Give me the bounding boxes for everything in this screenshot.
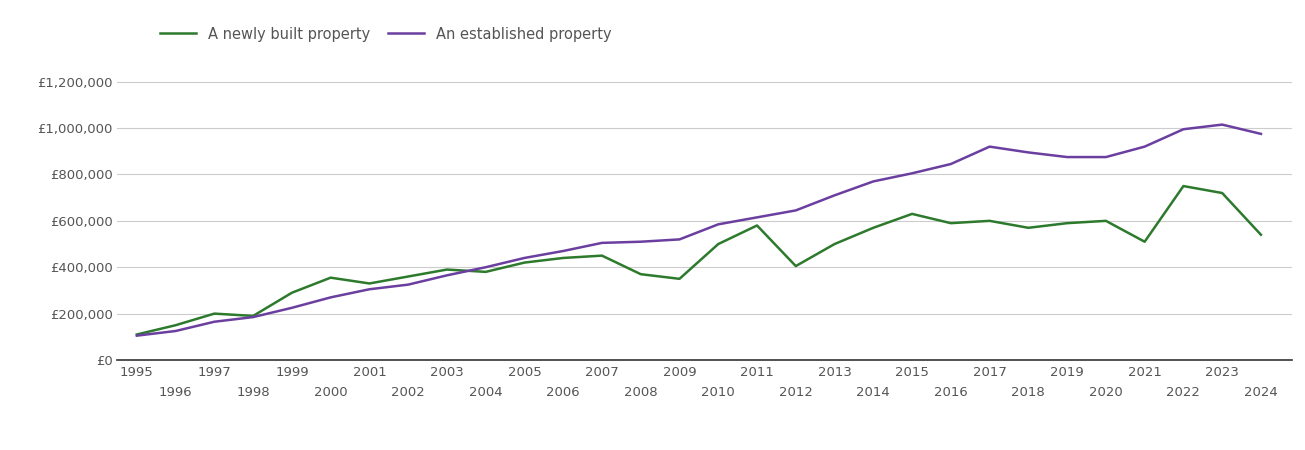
An established property: [788, 208, 804, 213]
Text: 2018: 2018: [1011, 386, 1045, 399]
An established property: [710, 221, 726, 227]
An established property: [129, 333, 145, 338]
An established property: [633, 239, 649, 244]
An established property: [556, 248, 572, 254]
A newly built property: [788, 263, 804, 269]
A newly built property: [284, 290, 300, 296]
A newly built property: [594, 253, 609, 258]
A newly built property: [749, 223, 765, 228]
A newly built property: [478, 269, 493, 274]
A newly built property: [517, 260, 532, 265]
An established property: [478, 265, 493, 270]
An established property: [1253, 131, 1268, 136]
Line: An established property: An established property: [137, 125, 1261, 336]
Text: 2008: 2008: [624, 386, 658, 399]
A newly built property: [322, 275, 338, 280]
An established property: [749, 215, 765, 220]
An established property: [1021, 150, 1036, 155]
Text: 2020: 2020: [1088, 386, 1122, 399]
Text: 1998: 1998: [236, 386, 270, 399]
An established property: [827, 193, 843, 198]
A newly built property: [904, 211, 920, 216]
An established property: [865, 179, 881, 184]
Text: 2016: 2016: [934, 386, 968, 399]
A newly built property: [1176, 183, 1191, 189]
Text: 2000: 2000: [313, 386, 347, 399]
Text: 2014: 2014: [856, 386, 890, 399]
Text: 2022: 2022: [1167, 386, 1201, 399]
A newly built property: [1253, 232, 1268, 238]
A newly built property: [168, 323, 184, 328]
A newly built property: [556, 255, 572, 261]
An established property: [904, 171, 920, 176]
A newly built property: [672, 276, 688, 282]
Text: 2006: 2006: [547, 386, 579, 399]
Text: 2012: 2012: [779, 386, 813, 399]
An established property: [245, 315, 261, 320]
Line: A newly built property: A newly built property: [137, 186, 1261, 334]
An established property: [438, 273, 454, 278]
An established property: [944, 161, 959, 166]
Text: 2024: 2024: [1244, 386, 1278, 399]
Text: 2004: 2004: [468, 386, 502, 399]
Text: 2010: 2010: [701, 386, 735, 399]
An established property: [1098, 154, 1113, 160]
A newly built property: [1215, 190, 1231, 196]
A newly built property: [245, 313, 261, 319]
A newly built property: [1021, 225, 1036, 230]
An established property: [322, 295, 338, 300]
A newly built property: [710, 241, 726, 247]
Text: 2002: 2002: [392, 386, 425, 399]
An established property: [672, 237, 688, 242]
A newly built property: [438, 267, 454, 272]
A newly built property: [361, 281, 377, 286]
A newly built property: [865, 225, 881, 230]
A newly built property: [129, 332, 145, 337]
A newly built property: [633, 271, 649, 277]
An established property: [1060, 154, 1075, 160]
An established property: [981, 144, 997, 149]
An established property: [401, 282, 416, 287]
Legend: A newly built property, An established property: A newly built property, An established p…: [161, 27, 612, 41]
An established property: [168, 328, 184, 334]
An established property: [594, 240, 609, 246]
A newly built property: [1098, 218, 1113, 224]
An established property: [284, 305, 300, 310]
A newly built property: [827, 241, 843, 247]
An established property: [1176, 126, 1191, 132]
A newly built property: [401, 274, 416, 279]
Text: 1996: 1996: [159, 386, 192, 399]
An established property: [517, 255, 532, 261]
A newly built property: [1137, 239, 1152, 244]
An established property: [361, 287, 377, 292]
An established property: [206, 319, 222, 324]
A newly built property: [981, 218, 997, 224]
A newly built property: [206, 311, 222, 316]
An established property: [1137, 144, 1152, 149]
An established property: [1215, 122, 1231, 127]
A newly built property: [1060, 220, 1075, 226]
A newly built property: [944, 220, 959, 226]
